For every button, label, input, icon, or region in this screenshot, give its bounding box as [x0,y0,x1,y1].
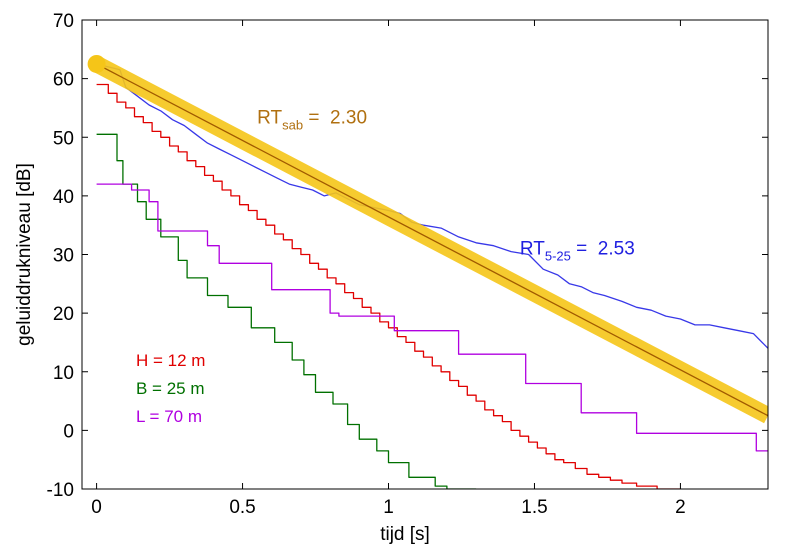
y-tick-label: -10 [47,480,74,501]
y-tick-label: 0 [63,421,74,442]
rt-sab-annotation: RTsab = 2.30 [257,107,367,132]
series-line-0 [96,83,681,489]
y-tick-label: 50 [53,128,74,149]
y-axis-label: geluiddrukniveau [dB] [14,163,35,346]
y-tick-label: 70 [53,11,74,32]
rt-5-25-annotation: RT5-25 = 2.53 [520,239,635,264]
series-line-5 [96,63,768,417]
rt-5-25-value: = 2.53 [571,239,635,260]
x-tick-label: 0 [91,497,102,518]
rt-sab-sub: sab [282,117,303,132]
y-tick-label: 30 [53,246,74,267]
x-tick-label: 1.5 [521,497,547,518]
series-layer [92,56,768,489]
y-tick-label: 40 [53,187,74,208]
y-tick-label: 20 [53,304,74,325]
legend-item-h: H = 12 m [136,351,205,370]
rt-sab-value: = 2.30 [303,107,367,128]
series-line-1 [96,133,477,489]
x-axis-label: tijd [s] [380,524,430,545]
rt-5-25-sub: 5-25 [545,249,571,264]
x-tick-label: 2 [675,497,686,518]
rt-sab-main: RT [257,107,282,128]
series-line-2 [96,183,768,452]
legend-item-l: L = 70 m [136,407,202,426]
series-line-3 [96,63,768,349]
x-tick-label: 0.5 [229,497,255,518]
legend: H = 12 m B = 25 m L = 70 m [136,351,205,426]
y-tick-label: 10 [53,363,74,384]
x-tick-label: 1 [383,497,394,518]
ticks-layer: 0 0.5 1 1.5 2 -10 0 10 20 30 40 50 60 70 [47,11,768,518]
rt-5-25-main: RT [520,239,545,260]
legend-item-b: B = 25 m [136,379,205,398]
start-marker-0 [87,54,106,73]
y-tick-label: 60 [53,70,74,91]
